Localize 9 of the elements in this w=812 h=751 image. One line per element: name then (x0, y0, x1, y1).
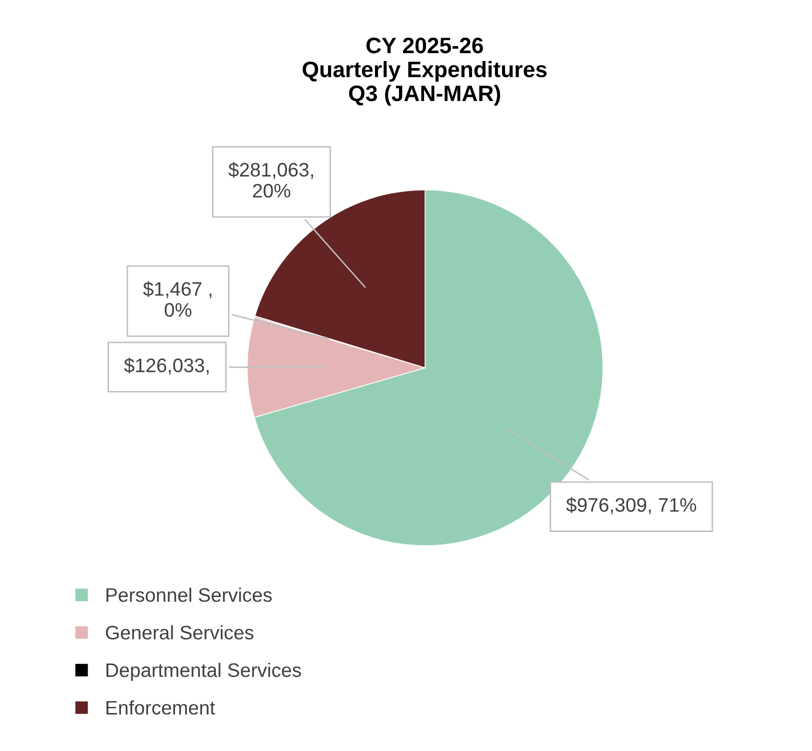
legend-label: Departmental Services (106, 662, 301, 681)
data-label: $976,309, 71% (566, 497, 696, 514)
data-label: $1,467 , 0% (143, 281, 212, 317)
legend-label: Personnel Services (106, 588, 272, 602)
legend-label: General Services (106, 625, 254, 640)
data-label: $281,063, 20% (228, 162, 314, 198)
chart-title: CY 2025-26 Quarterly Expenditures Q3 (JAN-MAR) (302, 38, 547, 106)
legend-label: Enforcement (106, 700, 216, 715)
data-label: $126,033, (124, 358, 209, 375)
